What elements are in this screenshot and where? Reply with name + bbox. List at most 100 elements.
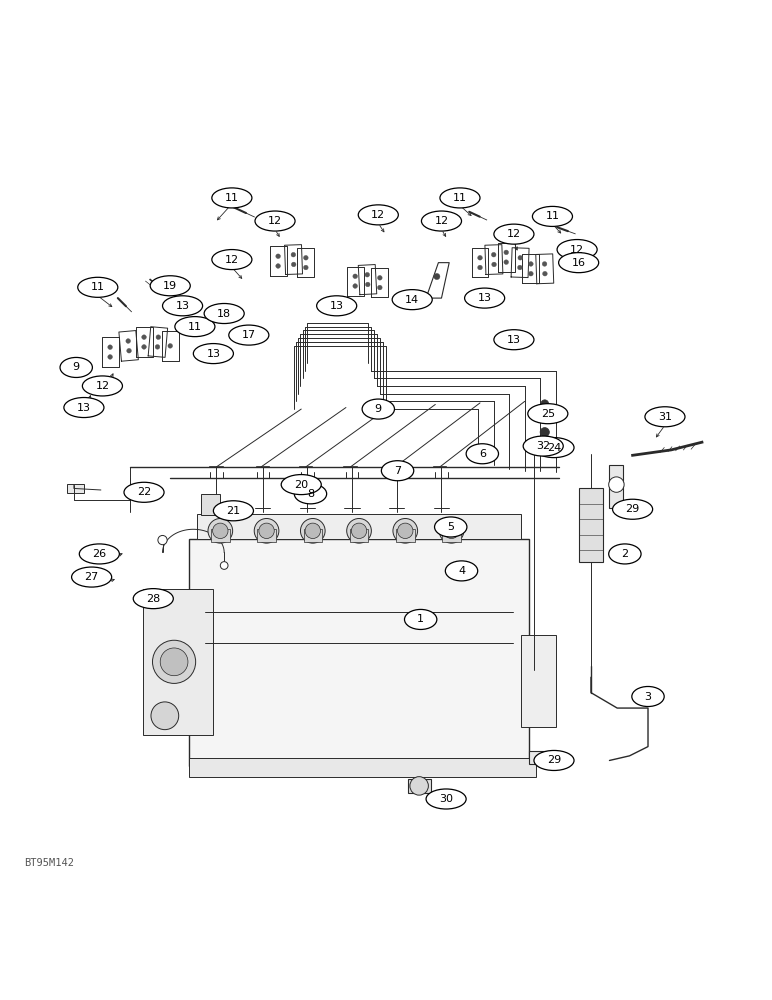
Circle shape bbox=[542, 262, 547, 266]
Circle shape bbox=[410, 777, 428, 795]
Text: 21: 21 bbox=[226, 506, 241, 516]
Ellipse shape bbox=[255, 211, 295, 231]
Text: 32: 32 bbox=[536, 441, 550, 451]
Circle shape bbox=[305, 523, 320, 539]
Text: 11: 11 bbox=[546, 211, 560, 221]
Text: 8: 8 bbox=[307, 489, 314, 499]
Circle shape bbox=[168, 344, 172, 348]
Circle shape bbox=[259, 523, 274, 539]
Circle shape bbox=[276, 264, 280, 268]
Polygon shape bbox=[485, 245, 503, 274]
Circle shape bbox=[300, 518, 325, 543]
Bar bbox=[396, 529, 415, 542]
Circle shape bbox=[142, 345, 147, 349]
Ellipse shape bbox=[213, 501, 253, 521]
Circle shape bbox=[155, 345, 160, 349]
Circle shape bbox=[365, 282, 370, 287]
Text: 31: 31 bbox=[658, 412, 672, 422]
Ellipse shape bbox=[440, 188, 480, 208]
Ellipse shape bbox=[60, 357, 93, 377]
Text: 5: 5 bbox=[447, 522, 454, 532]
Ellipse shape bbox=[422, 211, 462, 231]
Text: 26: 26 bbox=[93, 549, 107, 559]
Ellipse shape bbox=[294, 484, 327, 504]
Ellipse shape bbox=[83, 376, 123, 396]
Ellipse shape bbox=[362, 399, 394, 419]
Ellipse shape bbox=[317, 296, 357, 316]
Polygon shape bbox=[511, 248, 529, 278]
Ellipse shape bbox=[281, 475, 321, 495]
Text: 29: 29 bbox=[625, 504, 640, 514]
Bar bbox=[521, 635, 556, 727]
Text: 12: 12 bbox=[268, 216, 282, 226]
Ellipse shape bbox=[405, 609, 437, 629]
Circle shape bbox=[276, 254, 280, 259]
Ellipse shape bbox=[229, 325, 269, 345]
Circle shape bbox=[303, 265, 308, 270]
Text: 11: 11 bbox=[225, 193, 239, 203]
Circle shape bbox=[540, 428, 550, 437]
Circle shape bbox=[212, 523, 228, 539]
Text: 25: 25 bbox=[540, 409, 555, 419]
Text: 11: 11 bbox=[453, 193, 467, 203]
Ellipse shape bbox=[64, 398, 104, 418]
Ellipse shape bbox=[392, 290, 432, 310]
Bar bbox=[303, 529, 322, 542]
Text: 12: 12 bbox=[371, 210, 385, 220]
Text: BT95M142: BT95M142 bbox=[24, 858, 74, 868]
Circle shape bbox=[517, 265, 522, 270]
Text: 18: 18 bbox=[217, 309, 232, 319]
Text: 9: 9 bbox=[73, 362, 80, 372]
Bar bbox=[579, 488, 603, 562]
Circle shape bbox=[434, 273, 440, 280]
Ellipse shape bbox=[494, 330, 534, 350]
Text: 12: 12 bbox=[507, 229, 521, 239]
Bar bbox=[189, 758, 537, 777]
Bar bbox=[350, 529, 368, 542]
Polygon shape bbox=[536, 254, 554, 284]
Text: 22: 22 bbox=[137, 487, 151, 497]
Circle shape bbox=[492, 252, 496, 257]
Text: 6: 6 bbox=[479, 449, 486, 459]
Ellipse shape bbox=[557, 240, 598, 260]
Circle shape bbox=[161, 648, 188, 676]
Ellipse shape bbox=[435, 517, 467, 537]
Circle shape bbox=[353, 284, 357, 288]
Ellipse shape bbox=[465, 288, 505, 308]
Text: 12: 12 bbox=[570, 245, 584, 255]
Circle shape bbox=[444, 523, 459, 539]
Ellipse shape bbox=[134, 589, 173, 609]
Ellipse shape bbox=[381, 461, 414, 481]
Circle shape bbox=[608, 477, 624, 492]
Circle shape bbox=[158, 535, 168, 545]
Text: 7: 7 bbox=[394, 466, 401, 476]
Bar bbox=[609, 465, 623, 508]
Polygon shape bbox=[162, 331, 178, 361]
Polygon shape bbox=[426, 263, 449, 298]
Ellipse shape bbox=[163, 296, 202, 316]
Ellipse shape bbox=[523, 436, 564, 456]
Circle shape bbox=[291, 262, 296, 267]
Ellipse shape bbox=[358, 205, 398, 225]
Circle shape bbox=[353, 274, 357, 279]
Text: 3: 3 bbox=[645, 692, 652, 702]
Circle shape bbox=[543, 271, 547, 276]
Text: 13: 13 bbox=[175, 301, 190, 311]
Polygon shape bbox=[358, 265, 377, 295]
Ellipse shape bbox=[193, 344, 233, 364]
Circle shape bbox=[439, 518, 464, 543]
Polygon shape bbox=[371, 268, 388, 297]
Circle shape bbox=[492, 262, 496, 267]
Bar bbox=[408, 779, 431, 793]
Circle shape bbox=[541, 400, 549, 408]
Polygon shape bbox=[523, 254, 540, 283]
Bar bbox=[257, 529, 276, 542]
Circle shape bbox=[153, 640, 195, 683]
Circle shape bbox=[540, 412, 550, 421]
Text: 2: 2 bbox=[621, 549, 628, 559]
Text: 13: 13 bbox=[206, 349, 220, 359]
Ellipse shape bbox=[445, 561, 478, 581]
Text: 19: 19 bbox=[163, 281, 178, 291]
Text: 24: 24 bbox=[547, 443, 561, 453]
Text: 13: 13 bbox=[507, 335, 521, 345]
